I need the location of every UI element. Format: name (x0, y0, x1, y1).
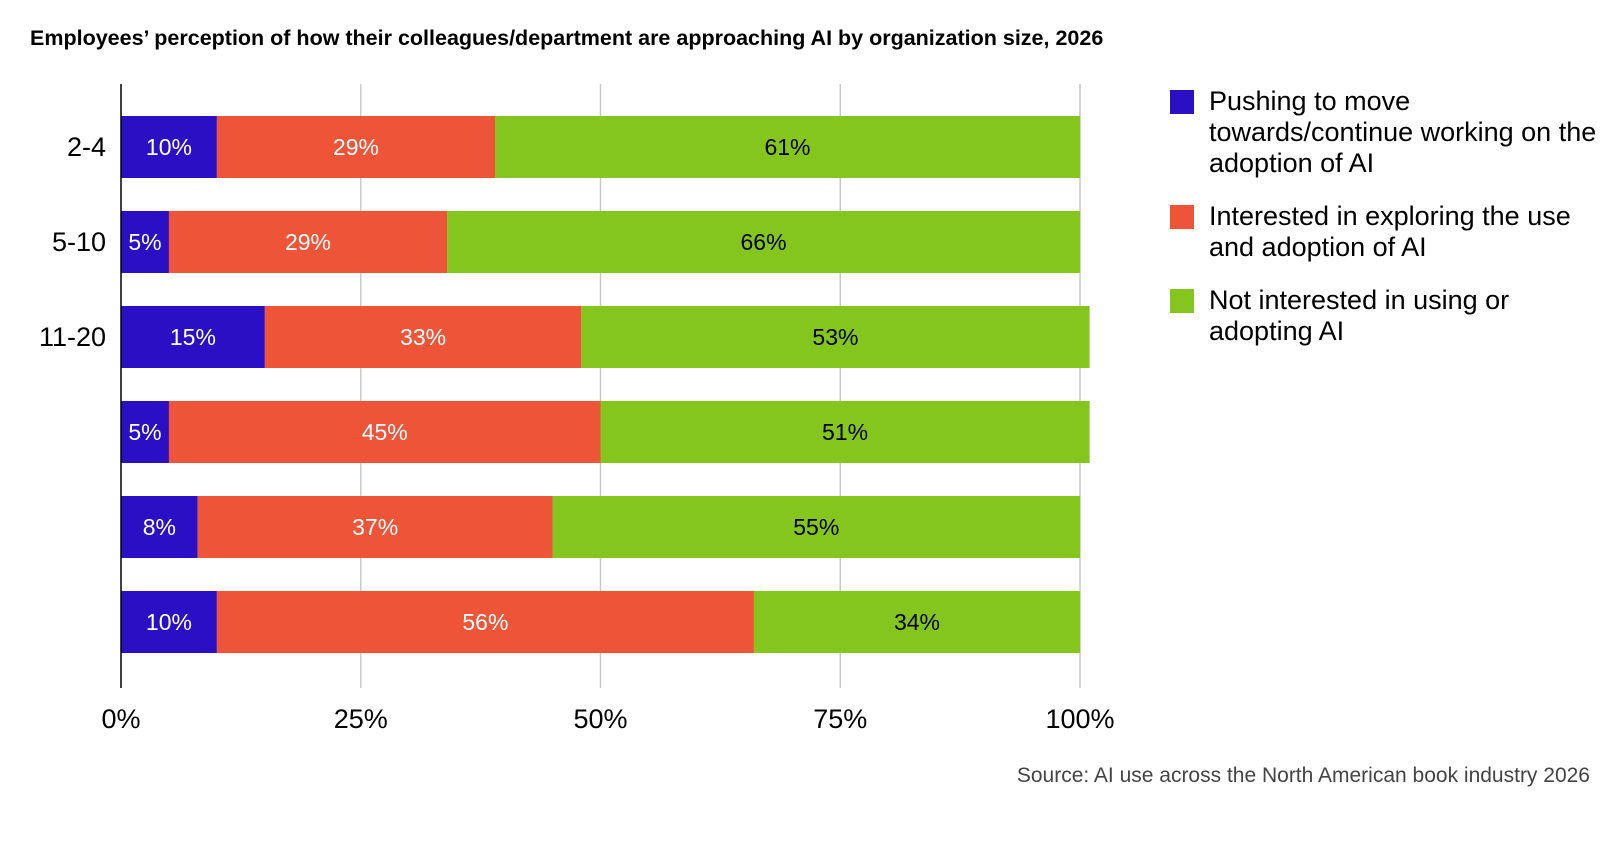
bar-segment (121, 211, 169, 273)
source-note: Source: AI use across the North American… (1016, 764, 1590, 787)
bar-value-label: 8% (143, 514, 176, 540)
legend-swatch-interested (1170, 205, 1194, 229)
legend-item-not-interested[interactable]: Not interested in using or adopting AI (1170, 285, 1600, 347)
legend-item-pushing[interactable]: Pushing to move towards/continue working… (1170, 86, 1600, 179)
bar-value-label: 45% (362, 419, 408, 445)
bar-segment (121, 591, 217, 653)
bar-value-label: 10% (146, 609, 192, 635)
category-label: 2-4 (67, 132, 106, 162)
bar-value-label: 37% (352, 514, 398, 540)
x-tick-labels: 0% 25% 50% 75% 100% (101, 704, 1114, 734)
bar-value-label: 5% (128, 229, 161, 255)
legend-label-interested: Interested in exploring the use and adop… (1209, 201, 1571, 262)
bar-segment (600, 401, 1090, 463)
legend-label-not-interested: Not interested in using or adopting AI (1209, 285, 1510, 346)
bar-segment (581, 306, 1090, 368)
category-label: 5-10 (52, 227, 106, 257)
bar-segment (121, 306, 265, 368)
bar-value-label: 5% (128, 419, 161, 445)
bar-segment (264, 306, 582, 368)
x-tick-label: 50% (573, 704, 627, 734)
bar-value-label: 10% (146, 134, 192, 160)
bar-value-label: 29% (333, 134, 379, 160)
bar-value-label: 55% (793, 514, 839, 540)
bar-value-label: 66% (741, 229, 787, 255)
bar-segment (168, 211, 448, 273)
bar-segment (552, 496, 1080, 558)
legend: Pushing to move towards/continue working… (1170, 86, 1600, 369)
bar-segment (121, 116, 217, 178)
legend-label-pushing: Pushing to move towards/continue working… (1209, 86, 1597, 178)
bar-segment (121, 401, 169, 463)
bar-segment (495, 116, 1080, 178)
bar-value-label: 29% (285, 229, 331, 255)
bar-segment (121, 496, 198, 558)
bar-segment (753, 591, 1080, 653)
bars: 10% 29% 61% 5% 29% 66% 15% 33% 53% 5% 45% 51% 8% 37% 5… (121, 116, 1090, 653)
category-label: 11-20 (39, 322, 106, 352)
bar-value-label: 53% (812, 324, 858, 350)
x-tick-label: 0% (101, 704, 140, 734)
bar-segment (216, 591, 754, 653)
y-tick-labels: 2-4 5-10 11-20 (39, 132, 106, 352)
bar-segment (447, 211, 1080, 273)
bar-value-label: 51% (822, 419, 868, 445)
bar-value-label: 15% (170, 324, 216, 350)
chart-title: Employees’ perception of how their colle… (30, 26, 1104, 50)
x-tick-label: 25% (334, 704, 388, 734)
x-tick-label: 75% (813, 704, 867, 734)
legend-item-interested[interactable]: Interested in exploring the use and adop… (1170, 201, 1600, 263)
gridlines (360, 84, 1081, 688)
bar-segment (197, 496, 553, 558)
bar-value-label: 61% (764, 134, 810, 160)
legend-swatch-not-interested (1170, 289, 1194, 313)
bar-value-label: 33% (400, 324, 446, 350)
bar-value-label: 56% (462, 609, 508, 635)
bar-segment (216, 116, 496, 178)
x-tick-label: 100% (1045, 704, 1114, 734)
legend-swatch-pushing (1170, 90, 1194, 114)
bar-value-label: 34% (894, 609, 940, 635)
bar-segment (168, 401, 601, 463)
